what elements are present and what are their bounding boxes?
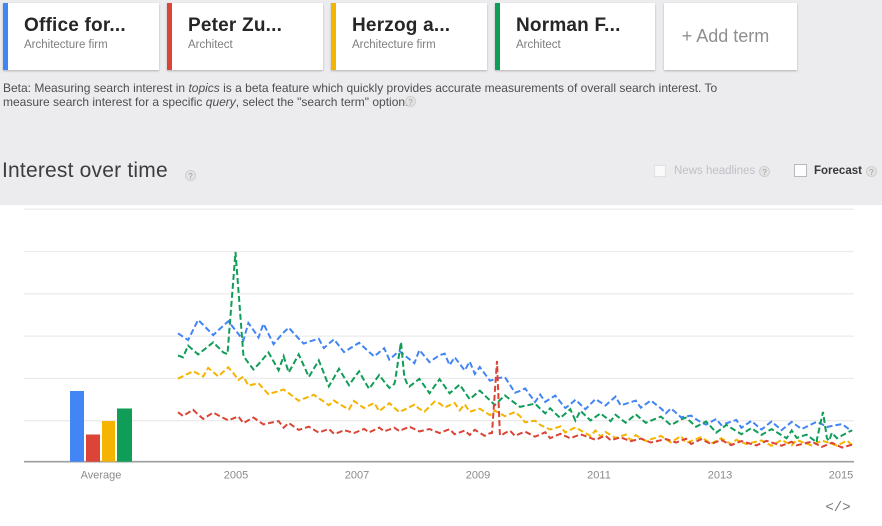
svg-text:2011: 2011 (587, 470, 611, 482)
svg-text:2009: 2009 (466, 470, 490, 482)
svg-text:2013: 2013 (708, 470, 732, 482)
svg-text:2015: 2015 (829, 470, 853, 482)
svg-text:</>: </> (825, 500, 850, 516)
svg-text:Average: Average (81, 470, 122, 482)
svg-text:2007: 2007 (345, 470, 369, 482)
svg-text:2005: 2005 (224, 470, 248, 482)
